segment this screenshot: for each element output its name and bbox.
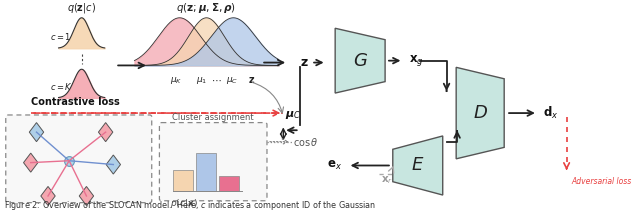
- Text: $\mathbf{z}$: $\mathbf{z}$: [248, 75, 255, 85]
- Text: $D$: $D$: [473, 104, 488, 122]
- Text: $\mathbf{x}_g$: $\mathbf{x}_g$: [409, 53, 424, 68]
- Text: $\mu_K$: $\mu_K$: [170, 75, 182, 86]
- Text: $q(\mathbf{z};\boldsymbol{\mu},\boldsymbol{\Sigma},\boldsymbol{\rho})$: $q(\mathbf{z};\boldsymbol{\mu},\boldsymb…: [177, 1, 237, 15]
- Text: $\cos\theta$: $\cos\theta$: [293, 136, 319, 148]
- Text: $q(\mathbf{z}|c)$: $q(\mathbf{z}|c)$: [67, 1, 96, 15]
- Text: $c = 1$: $c = 1$: [50, 31, 71, 42]
- Polygon shape: [456, 67, 504, 159]
- Text: $\mu_C$: $\mu_C$: [227, 75, 239, 86]
- Text: $E$: $E$: [411, 156, 424, 175]
- Text: $\mu_1$: $\mu_1$: [196, 75, 207, 86]
- Text: $\mathbf{z}$: $\mathbf{z}$: [300, 56, 308, 69]
- Polygon shape: [106, 155, 120, 174]
- Text: $c = K$: $c = K$: [50, 81, 73, 92]
- Text: Adversarial loss: Adversarial loss: [572, 177, 632, 186]
- Polygon shape: [79, 186, 93, 205]
- Text: $G$: $G$: [353, 52, 367, 70]
- Polygon shape: [29, 123, 44, 142]
- Polygon shape: [41, 186, 55, 205]
- Text: $\cdots$: $\cdots$: [211, 75, 221, 85]
- Text: $p(c|\mathbf{x})$: $p(c|\mathbf{x})$: [170, 197, 198, 210]
- Text: $\boldsymbol{\mu}_C$: $\boldsymbol{\mu}_C$: [285, 109, 301, 121]
- Text: $\mathbf{x}_r$: $\mathbf{x}_r$: [381, 174, 394, 186]
- Bar: [219, 176, 239, 191]
- Bar: [196, 153, 216, 191]
- FancyBboxPatch shape: [6, 115, 152, 203]
- Bar: [173, 170, 193, 191]
- Polygon shape: [393, 136, 443, 195]
- Polygon shape: [24, 153, 38, 172]
- Text: $\mathbf{d}_x$: $\mathbf{d}_x$: [543, 105, 558, 121]
- Polygon shape: [335, 28, 385, 93]
- Text: $\mathbf{e}_x$: $\mathbf{e}_x$: [327, 159, 342, 172]
- Text: Figure 2: Overview of the SLOCAN model.  Here, $c$ indicates a component ID of t: Figure 2: Overview of the SLOCAN model. …: [4, 199, 376, 212]
- Text: Cluster assignment: Cluster assignment: [172, 113, 254, 122]
- Text: Contrastive loss: Contrastive loss: [31, 97, 120, 107]
- Polygon shape: [99, 123, 113, 142]
- FancyBboxPatch shape: [159, 123, 267, 201]
